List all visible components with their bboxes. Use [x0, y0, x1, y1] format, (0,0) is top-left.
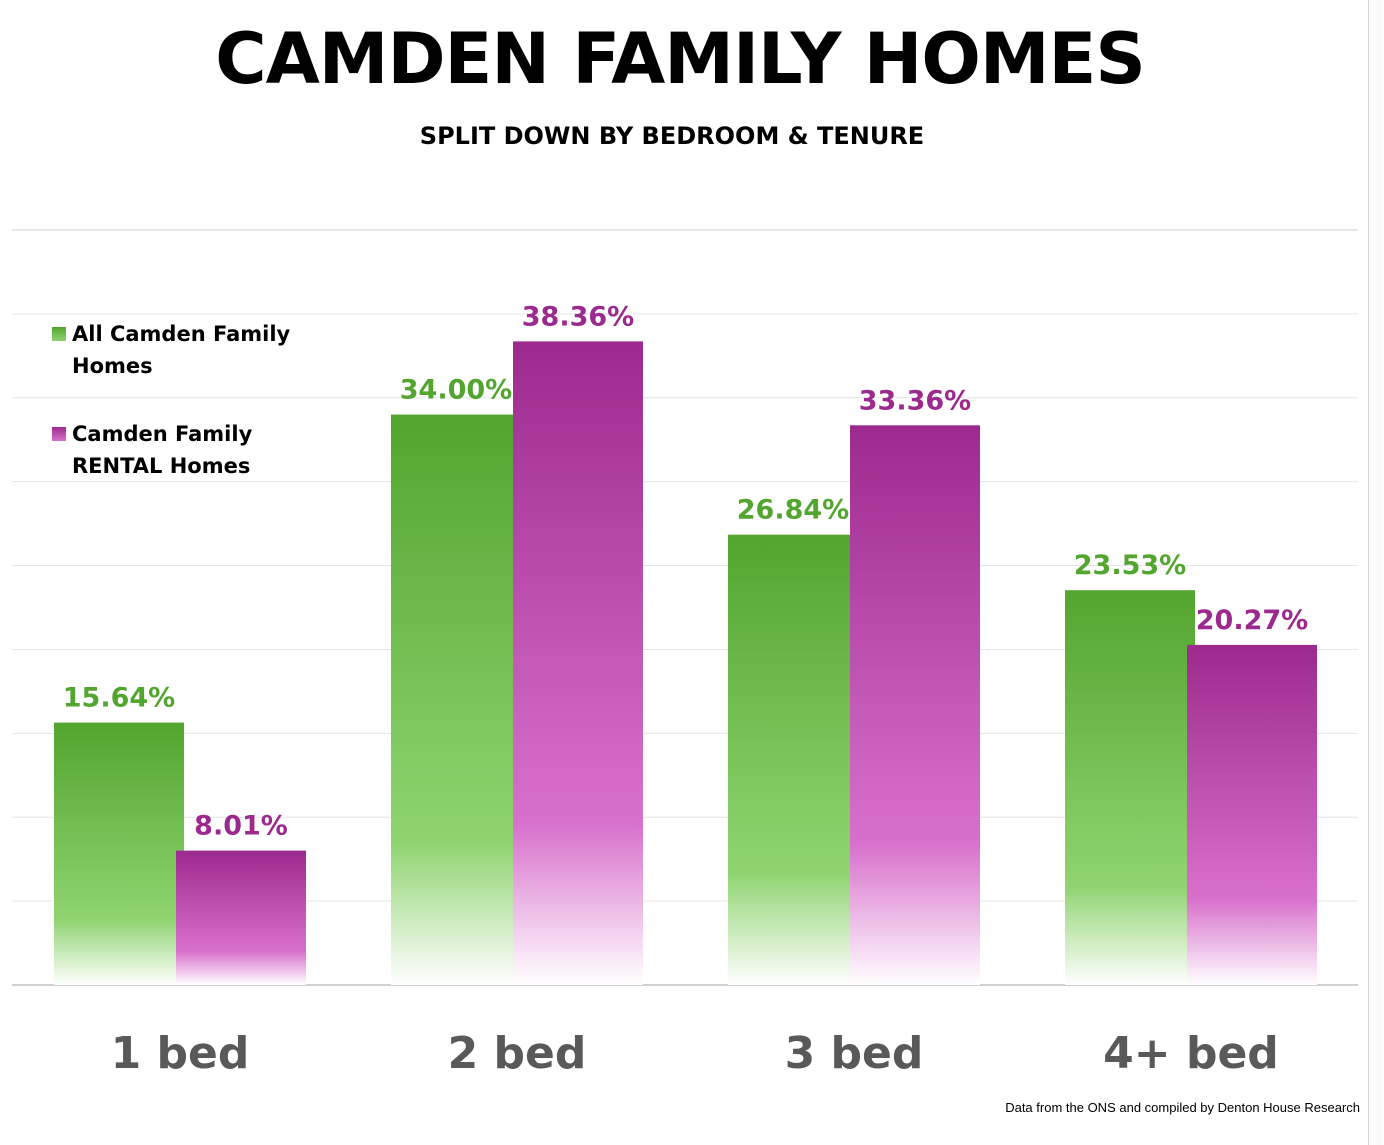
bar-rental-homes-4: [1187, 644, 1317, 985]
bar-rental-homes-3: [850, 425, 980, 985]
bar-all-homes-4: [1065, 590, 1195, 985]
source-note: Data from the ONS and compiled by Denton…: [1005, 1100, 1360, 1115]
chart-title: CAMDEN FAMILY HOMES: [215, 18, 1146, 100]
data-label-all-homes-4: 23.53%: [1074, 550, 1186, 581]
bar-all-homes-1: [54, 722, 184, 985]
data-label-all-homes-3: 26.84%: [737, 495, 849, 526]
category-label-1: 1 bed: [111, 1028, 250, 1079]
bar-rental-homes-1: [176, 850, 306, 985]
legend-label-all-homes: All Camden Family Homes: [72, 322, 291, 378]
data-label-rental-homes-2: 38.36%: [522, 301, 634, 332]
category-label-2: 2 bed: [448, 1028, 587, 1079]
bars: [54, 341, 1317, 986]
bar-rental-homes-2: [513, 341, 643, 986]
sheet-edge: [1368, 0, 1383, 1145]
chart-subtitle: SPLIT DOWN BY BEDROOM & TENURE: [419, 122, 925, 150]
data-label-rental-homes-1: 8.01%: [194, 811, 288, 842]
legend-swatch-rental-homes: [52, 427, 66, 441]
data-label-rental-homes-4: 20.27%: [1196, 605, 1308, 636]
bar-all-homes-3: [728, 534, 858, 985]
category-label-4: 4+ bed: [1103, 1028, 1279, 1079]
data-labels: 15.64% 8.01% 34.00% 38.36% 26.84% 33.36% 23.53…: [63, 301, 1308, 841]
data-label-all-homes-2: 34.00%: [400, 375, 512, 406]
legend-swatch-all-homes: [52, 327, 66, 341]
data-label-all-homes-1: 15.64%: [63, 683, 175, 714]
category-label-3: 3 bed: [785, 1028, 924, 1079]
legend-label-rental-homes: Camden Family RENTAL Homes: [72, 422, 253, 478]
bar-chart: 15.64% 8.01% 34.00% 38.36% 26.84% 33.36% 23.53…: [12, 229, 1358, 1079]
data-label-rental-homes-3: 33.36%: [859, 385, 971, 416]
bar-all-homes-2: [391, 414, 521, 985]
category-labels: 1 bed 2 bed 3 bed 4+ bed: [111, 1028, 1279, 1079]
